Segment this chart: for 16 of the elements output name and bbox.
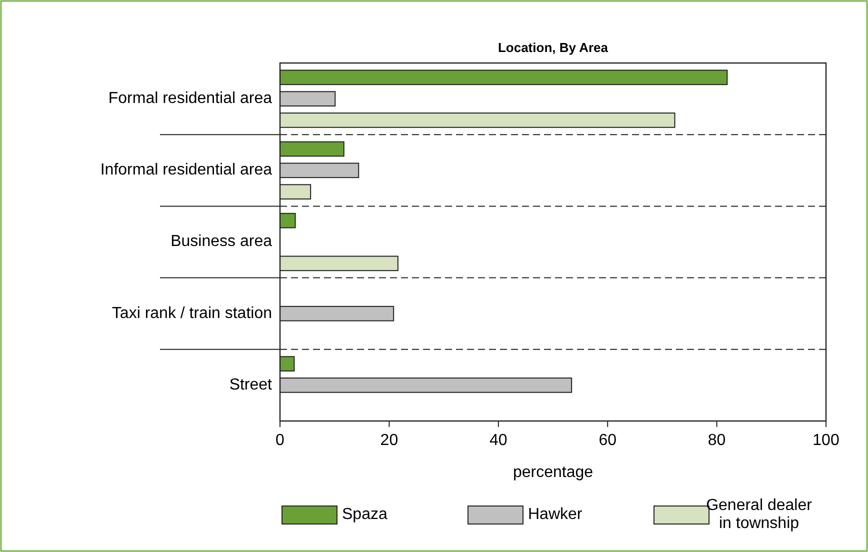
y-tick-label: Informal residential area bbox=[100, 162, 272, 179]
legend-label: Hawker bbox=[528, 506, 583, 524]
y-tick-label: Street bbox=[229, 376, 273, 394]
legend-label: Spaza bbox=[342, 506, 388, 524]
chart-title: Location, By Area bbox=[498, 40, 609, 55]
x-tick-label: 60 bbox=[598, 432, 617, 449]
x-tick-label: 100 bbox=[812, 432, 840, 449]
x-tick-label: 0 bbox=[276, 432, 285, 449]
legend-label: General dealer in township bbox=[706, 497, 813, 532]
y-tick-label: Formal residential area bbox=[108, 90, 272, 108]
x-axis-title: percentage bbox=[512, 464, 594, 481]
x-tick-label: 20 bbox=[380, 432, 398, 449]
x-tick-label: 80 bbox=[708, 432, 726, 449]
y-tick-label: Taxi rank / train station bbox=[112, 304, 272, 322]
x-tick-label: 40 bbox=[490, 432, 508, 449]
y-tick-label: Business area bbox=[170, 233, 272, 250]
